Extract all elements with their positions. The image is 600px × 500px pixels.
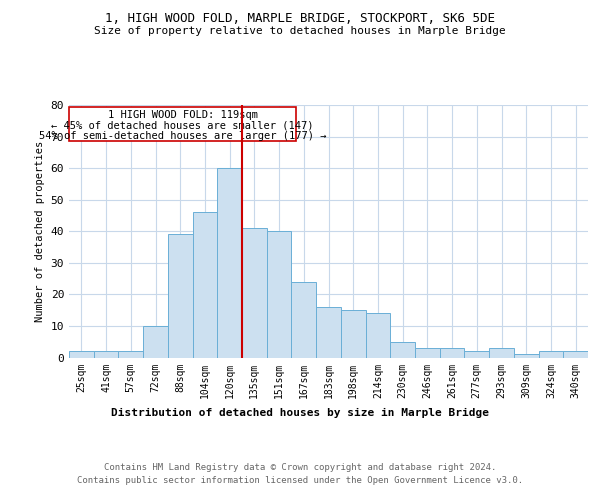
- Bar: [94, 351, 118, 358]
- Text: Distribution of detached houses by size in Marple Bridge: Distribution of detached houses by size …: [111, 408, 489, 418]
- Bar: [242, 228, 267, 358]
- Text: Size of property relative to detached houses in Marple Bridge: Size of property relative to detached ho…: [94, 26, 506, 36]
- Bar: [69, 106, 296, 142]
- Bar: [539, 351, 563, 358]
- Bar: [514, 354, 539, 358]
- Bar: [563, 351, 588, 358]
- Bar: [217, 168, 242, 358]
- Bar: [489, 348, 514, 358]
- Text: Contains HM Land Registry data © Crown copyright and database right 2024.: Contains HM Land Registry data © Crown c…: [104, 462, 496, 471]
- Bar: [143, 326, 168, 358]
- Text: 1, HIGH WOOD FOLD, MARPLE BRIDGE, STOCKPORT, SK6 5DE: 1, HIGH WOOD FOLD, MARPLE BRIDGE, STOCKP…: [105, 12, 495, 26]
- Bar: [118, 351, 143, 358]
- Bar: [440, 348, 464, 358]
- Text: 54% of semi-detached houses are larger (177) →: 54% of semi-detached houses are larger (…: [39, 131, 326, 141]
- Bar: [267, 231, 292, 358]
- Bar: [168, 234, 193, 358]
- Bar: [341, 310, 365, 358]
- Bar: [292, 282, 316, 358]
- Bar: [365, 314, 390, 358]
- Text: ← 45% of detached houses are smaller (147): ← 45% of detached houses are smaller (14…: [52, 121, 314, 131]
- Bar: [69, 351, 94, 358]
- Bar: [316, 307, 341, 358]
- Y-axis label: Number of detached properties: Number of detached properties: [35, 140, 45, 322]
- Bar: [193, 212, 217, 358]
- Text: Contains public sector information licensed under the Open Government Licence v3: Contains public sector information licen…: [77, 476, 523, 485]
- Bar: [464, 351, 489, 358]
- Bar: [390, 342, 415, 357]
- Bar: [415, 348, 440, 358]
- Text: 1 HIGH WOOD FOLD: 119sqm: 1 HIGH WOOD FOLD: 119sqm: [107, 110, 257, 120]
